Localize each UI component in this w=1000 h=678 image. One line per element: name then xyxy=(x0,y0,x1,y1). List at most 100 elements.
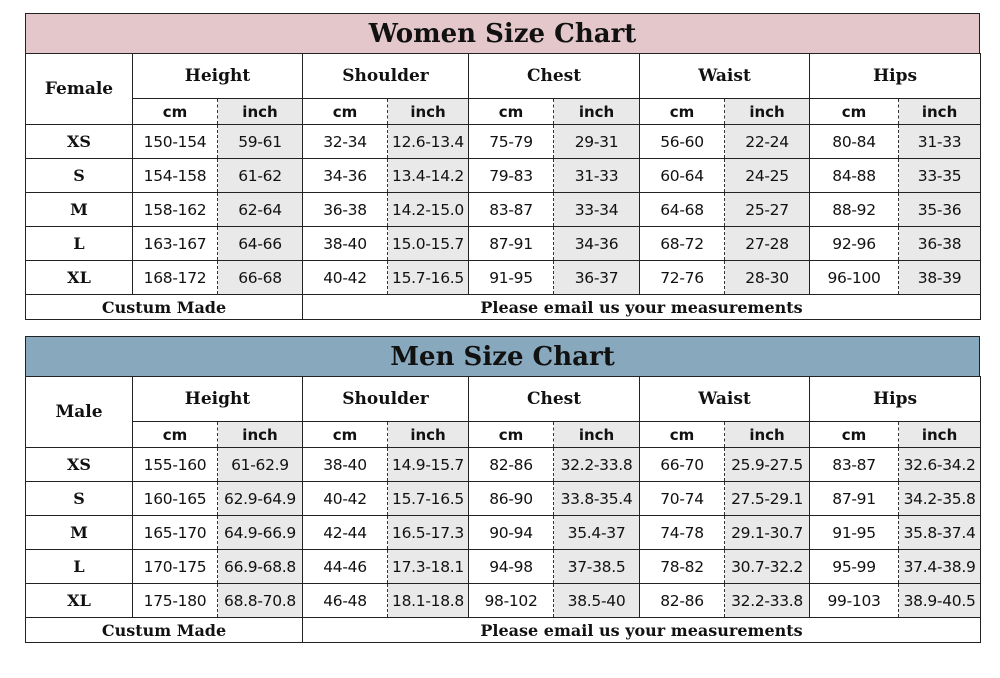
inch-value: 27-28 xyxy=(724,226,811,261)
inch-value: 31-33 xyxy=(553,158,641,193)
unit-cm: cm xyxy=(132,98,218,125)
cm-value: 92-96 xyxy=(809,226,900,261)
unit-cm: cm xyxy=(809,98,900,125)
unit-cm: cm xyxy=(639,98,726,125)
cm-value: 38-40 xyxy=(302,447,388,482)
inch-value: 15.7-16.5 xyxy=(386,260,470,295)
cm-value: 79-83 xyxy=(468,158,555,193)
group-header: Chest xyxy=(468,376,641,422)
inch-value: 35.4-37 xyxy=(553,515,641,550)
size-label: L xyxy=(25,226,133,261)
inch-value: 37-38.5 xyxy=(553,549,641,584)
cm-value: 165-170 xyxy=(132,515,218,550)
inch-value: 15.7-16.5 xyxy=(386,481,470,516)
inch-value: 25-27 xyxy=(724,192,811,227)
inch-value: 36-38 xyxy=(898,226,982,261)
inch-value: 66.9-68.8 xyxy=(217,549,303,584)
cm-value: 150-154 xyxy=(132,124,218,159)
inch-value: 33-35 xyxy=(898,158,982,193)
unit-header-row: cm inch cm inch cm inch cm inch cm inch xyxy=(26,421,982,448)
inch-value: 34-36 xyxy=(553,226,641,261)
inch-value: 30.7-32.2 xyxy=(724,549,811,584)
inch-value: 62-64 xyxy=(217,192,303,227)
cm-value: 175-180 xyxy=(132,583,218,618)
men-size-chart: Men Size Chart Male Height Shoulder Chest Wa… xyxy=(25,336,982,643)
cm-value: 154-158 xyxy=(132,158,218,193)
size-label: S xyxy=(25,481,133,516)
unit-inch: inch xyxy=(386,98,470,125)
cm-value: 94-98 xyxy=(468,549,555,584)
cm-value: 75-79 xyxy=(468,124,555,159)
inch-value: 25.9-27.5 xyxy=(724,447,811,482)
cm-value: 56-60 xyxy=(639,124,726,159)
group-header: Waist xyxy=(639,376,811,422)
chart-title: Women Size Chart xyxy=(25,13,980,53)
table-row: XS 150-154 59-61 32-34 12.6-13.4 75-79 29-31 56… xyxy=(25,124,982,159)
inch-value: 36-37 xyxy=(553,260,641,295)
size-label: M xyxy=(25,192,133,227)
size-label: XL xyxy=(25,583,133,618)
unit-inch: inch xyxy=(724,421,811,448)
inch-value: 29-31 xyxy=(553,124,641,159)
unit-inch: inch xyxy=(386,421,470,448)
inch-value: 13.4-14.2 xyxy=(386,158,470,193)
inch-value: 35-36 xyxy=(898,192,982,227)
inch-value: 33-34 xyxy=(553,192,641,227)
inch-value: 28-30 xyxy=(724,260,811,295)
size-table: Female Height Shoulder Chest Waist Hips cm inch… xyxy=(25,53,982,320)
unit-inch: inch xyxy=(553,421,641,448)
cm-value: 82-86 xyxy=(639,583,726,618)
inch-value: 68.8-70.8 xyxy=(217,583,303,618)
inch-value: 15.0-15.7 xyxy=(386,226,470,261)
inch-value: 29.1-30.7 xyxy=(724,515,811,550)
unit-inch: inch xyxy=(553,98,641,125)
cm-value: 87-91 xyxy=(468,226,555,261)
inch-value: 32.2-33.8 xyxy=(724,583,811,618)
size-label: M xyxy=(25,515,133,550)
group-header: Height xyxy=(132,376,303,422)
women-size-chart: Women Size Chart Female Height Shoulder Che… xyxy=(25,13,982,320)
inch-value: 24-25 xyxy=(724,158,811,193)
cm-value: 44-46 xyxy=(302,549,388,584)
cm-value: 99-103 xyxy=(809,583,900,618)
table-row: S 154-158 61-62 34-36 13.4-14.2 79-83 31-33 60-… xyxy=(25,158,982,193)
inch-value: 18.1-18.8 xyxy=(386,583,470,618)
cm-value: 42-44 xyxy=(302,515,388,550)
size-label: XL xyxy=(25,260,133,295)
size-label: XS xyxy=(25,447,133,482)
email-note: Please email us your measurements xyxy=(301,294,982,320)
table-row: XL 175-180 68.8-70.8 46-48 18.1-18.8 98-102 38… xyxy=(25,583,982,618)
cm-value: 80-84 xyxy=(809,124,900,159)
unit-cm: cm xyxy=(302,421,388,448)
cm-value: 70-74 xyxy=(639,481,726,516)
inch-value: 32.6-34.2 xyxy=(898,447,982,482)
table-row: M 158-162 62-64 36-38 14.2-15.0 83-87 33-34 64-… xyxy=(25,192,982,227)
cm-value: 91-95 xyxy=(468,260,555,295)
custom-made-label: Custum Made xyxy=(25,294,303,320)
cm-value: 83-87 xyxy=(809,447,900,482)
footer-row: Custum Made Please email us your measurem… xyxy=(25,617,982,643)
unit-header-row: cm inch cm inch cm inch cm inch cm inch xyxy=(26,98,982,125)
table-row: L 163-167 64-66 38-40 15.0-15.7 87-91 34-36 68-… xyxy=(25,226,982,261)
table-row: XS 155-160 61-62.9 38-40 14.9-15.7 82-86 32.2-… xyxy=(25,447,982,482)
group-header: Hips xyxy=(809,376,982,422)
cm-value: 38-40 xyxy=(302,226,388,261)
size-label: S xyxy=(25,158,133,193)
inch-value: 59-61 xyxy=(217,124,303,159)
cm-value: 160-165 xyxy=(132,481,218,516)
cm-value: 46-48 xyxy=(302,583,388,618)
unit-inch: inch xyxy=(898,421,982,448)
group-header: Shoulder xyxy=(301,376,470,422)
cm-value: 83-87 xyxy=(468,192,555,227)
cm-value: 72-76 xyxy=(639,260,726,295)
cm-value: 36-38 xyxy=(302,192,388,227)
cm-value: 74-78 xyxy=(639,515,726,550)
inch-value: 64-66 xyxy=(217,226,303,261)
unit-cm: cm xyxy=(809,421,900,448)
cm-value: 88-92 xyxy=(809,192,900,227)
cm-value: 40-42 xyxy=(302,260,388,295)
unit-inch: inch xyxy=(217,421,303,448)
unit-inch: inch xyxy=(724,98,811,125)
cm-value: 40-42 xyxy=(302,481,388,516)
cm-value: 68-72 xyxy=(639,226,726,261)
